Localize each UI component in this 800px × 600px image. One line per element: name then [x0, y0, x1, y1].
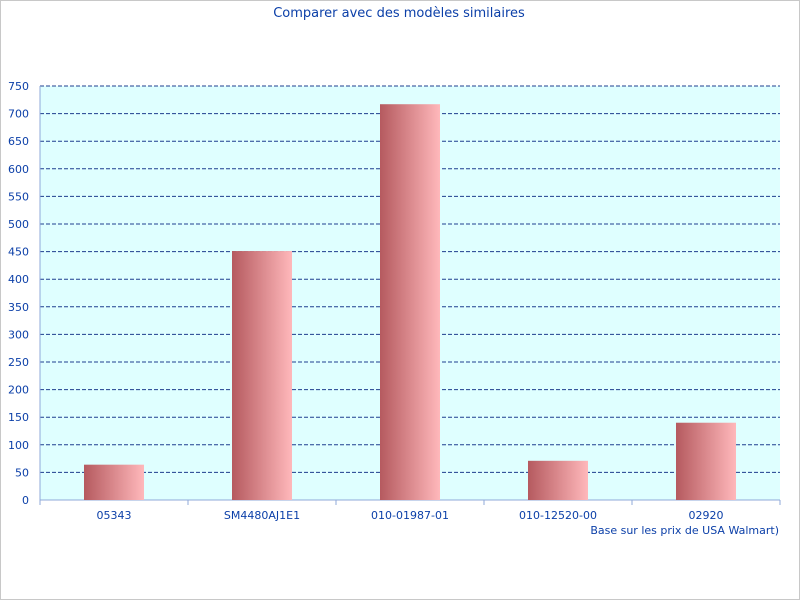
y-tick-label: 250 — [8, 356, 29, 369]
bar — [676, 422, 736, 500]
y-tick-label: 600 — [8, 163, 29, 176]
y-tick-label: 400 — [8, 273, 29, 286]
y-tick-labels: 0 50 100 150 200 250 300 350 400 450 500 550 600 650 7… — [8, 80, 29, 507]
y-tick-label: 300 — [8, 328, 29, 341]
bar — [380, 104, 440, 500]
y-tick-label: 650 — [8, 135, 29, 148]
y-tick-label: 200 — [8, 384, 29, 397]
x-tick-label: 02920 — [689, 509, 724, 522]
bar — [232, 251, 292, 500]
bar — [84, 464, 144, 500]
x-tick-label: 010-12520-00 — [519, 509, 597, 522]
y-tick-label: 50 — [15, 466, 29, 479]
bar — [528, 460, 588, 500]
x-tick-label: 010-01987-01 — [371, 509, 449, 522]
bars — [84, 104, 736, 500]
x-axis-note: Base sur les prix de USA Walmart) — [590, 524, 779, 537]
y-tick-label: 550 — [8, 190, 29, 203]
y-tick-label: 100 — [8, 439, 29, 452]
y-tick-label: 350 — [8, 301, 29, 314]
x-tick-label: 05343 — [97, 509, 132, 522]
x-tick-labels: 05343 SM4480AJ1E1 010-01987-01 010-12520-00… — [97, 509, 724, 522]
x-tick-label: SM4480AJ1E1 — [224, 509, 300, 522]
y-tick-label: 750 — [8, 80, 29, 93]
chart-title: Comparer avec des modèles similaires — [273, 6, 525, 21]
y-tick-label: 0 — [22, 494, 29, 507]
y-tick-label: 150 — [8, 411, 29, 424]
y-tick-label: 500 — [8, 218, 29, 231]
y-tick-label: 700 — [8, 108, 29, 121]
y-tick-label: 450 — [8, 246, 29, 259]
